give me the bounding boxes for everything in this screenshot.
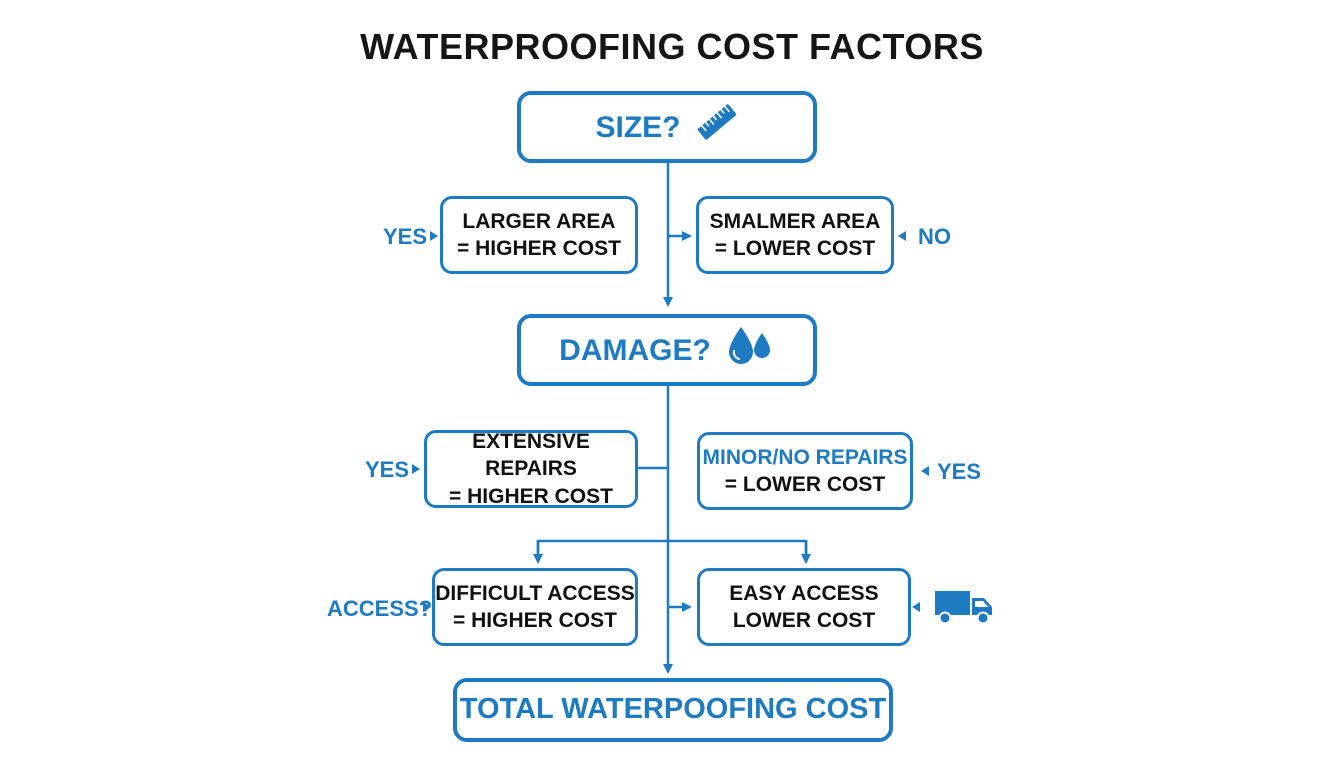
minor-repairs-node: MINOR/NO REPAIRS = LOWER COST [697,432,913,510]
larger-area-line2: = HIGHER COST [457,237,621,260]
diagram-title: WATERPROOFING COST FACTORS [360,26,984,67]
extensive-line1: EXTENSIVE REPAIRS [472,430,590,481]
larger-area-line1: LARGER AREA [462,209,616,233]
minor-line1: MINOR/NO REPAIRS [702,445,908,469]
easy-line1: EASY ACCESS [729,581,879,605]
ruler-icon [695,102,739,152]
damage-yes-left-label: YES [365,457,410,482]
size-label: SIZE? [595,110,681,144]
extensive-repairs-node: EXTENSIVE REPAIRS = HIGHER COST [424,430,638,508]
access-label: ACCESS? [327,596,433,621]
smaller-area-node: SMALMER AREA = LOWER COST [696,196,894,274]
water-drops-icon [725,323,775,377]
total-cost-node: TOTAL WATERPOOFING COST [453,678,893,742]
difficult-line2: = HIGHER COST [453,609,617,632]
larger-area-node: LARGER AREA = HIGHER COST [440,196,638,274]
easy-line2: LOWER COST [732,609,876,632]
damage-yes-right-label: YES [937,459,982,484]
truck-icon [934,588,994,631]
size-no-label: NO [918,224,951,249]
damage-node: DAMAGE? [517,314,817,386]
size-node: SIZE? [517,91,817,163]
extensive-line2: = HIGHER COST [449,484,613,508]
minor-line2: = LOWER COST [724,473,886,496]
damage-label: DAMAGE? [559,333,711,367]
difficult-line1: DIFFICULT ACCESS [435,581,635,605]
total-label: TOTAL WATERPOOFING COST [459,693,887,726]
smaller-area-line2: = LOWER COST [714,237,876,260]
difficult-access-node: DIFFICULT ACCESS = HIGHER COST [432,568,638,646]
easy-access-node: EASY ACCESS LOWER COST [697,568,911,646]
size-yes-label: YES [383,224,428,249]
smaller-area-line1: SMALMER AREA [709,209,881,233]
